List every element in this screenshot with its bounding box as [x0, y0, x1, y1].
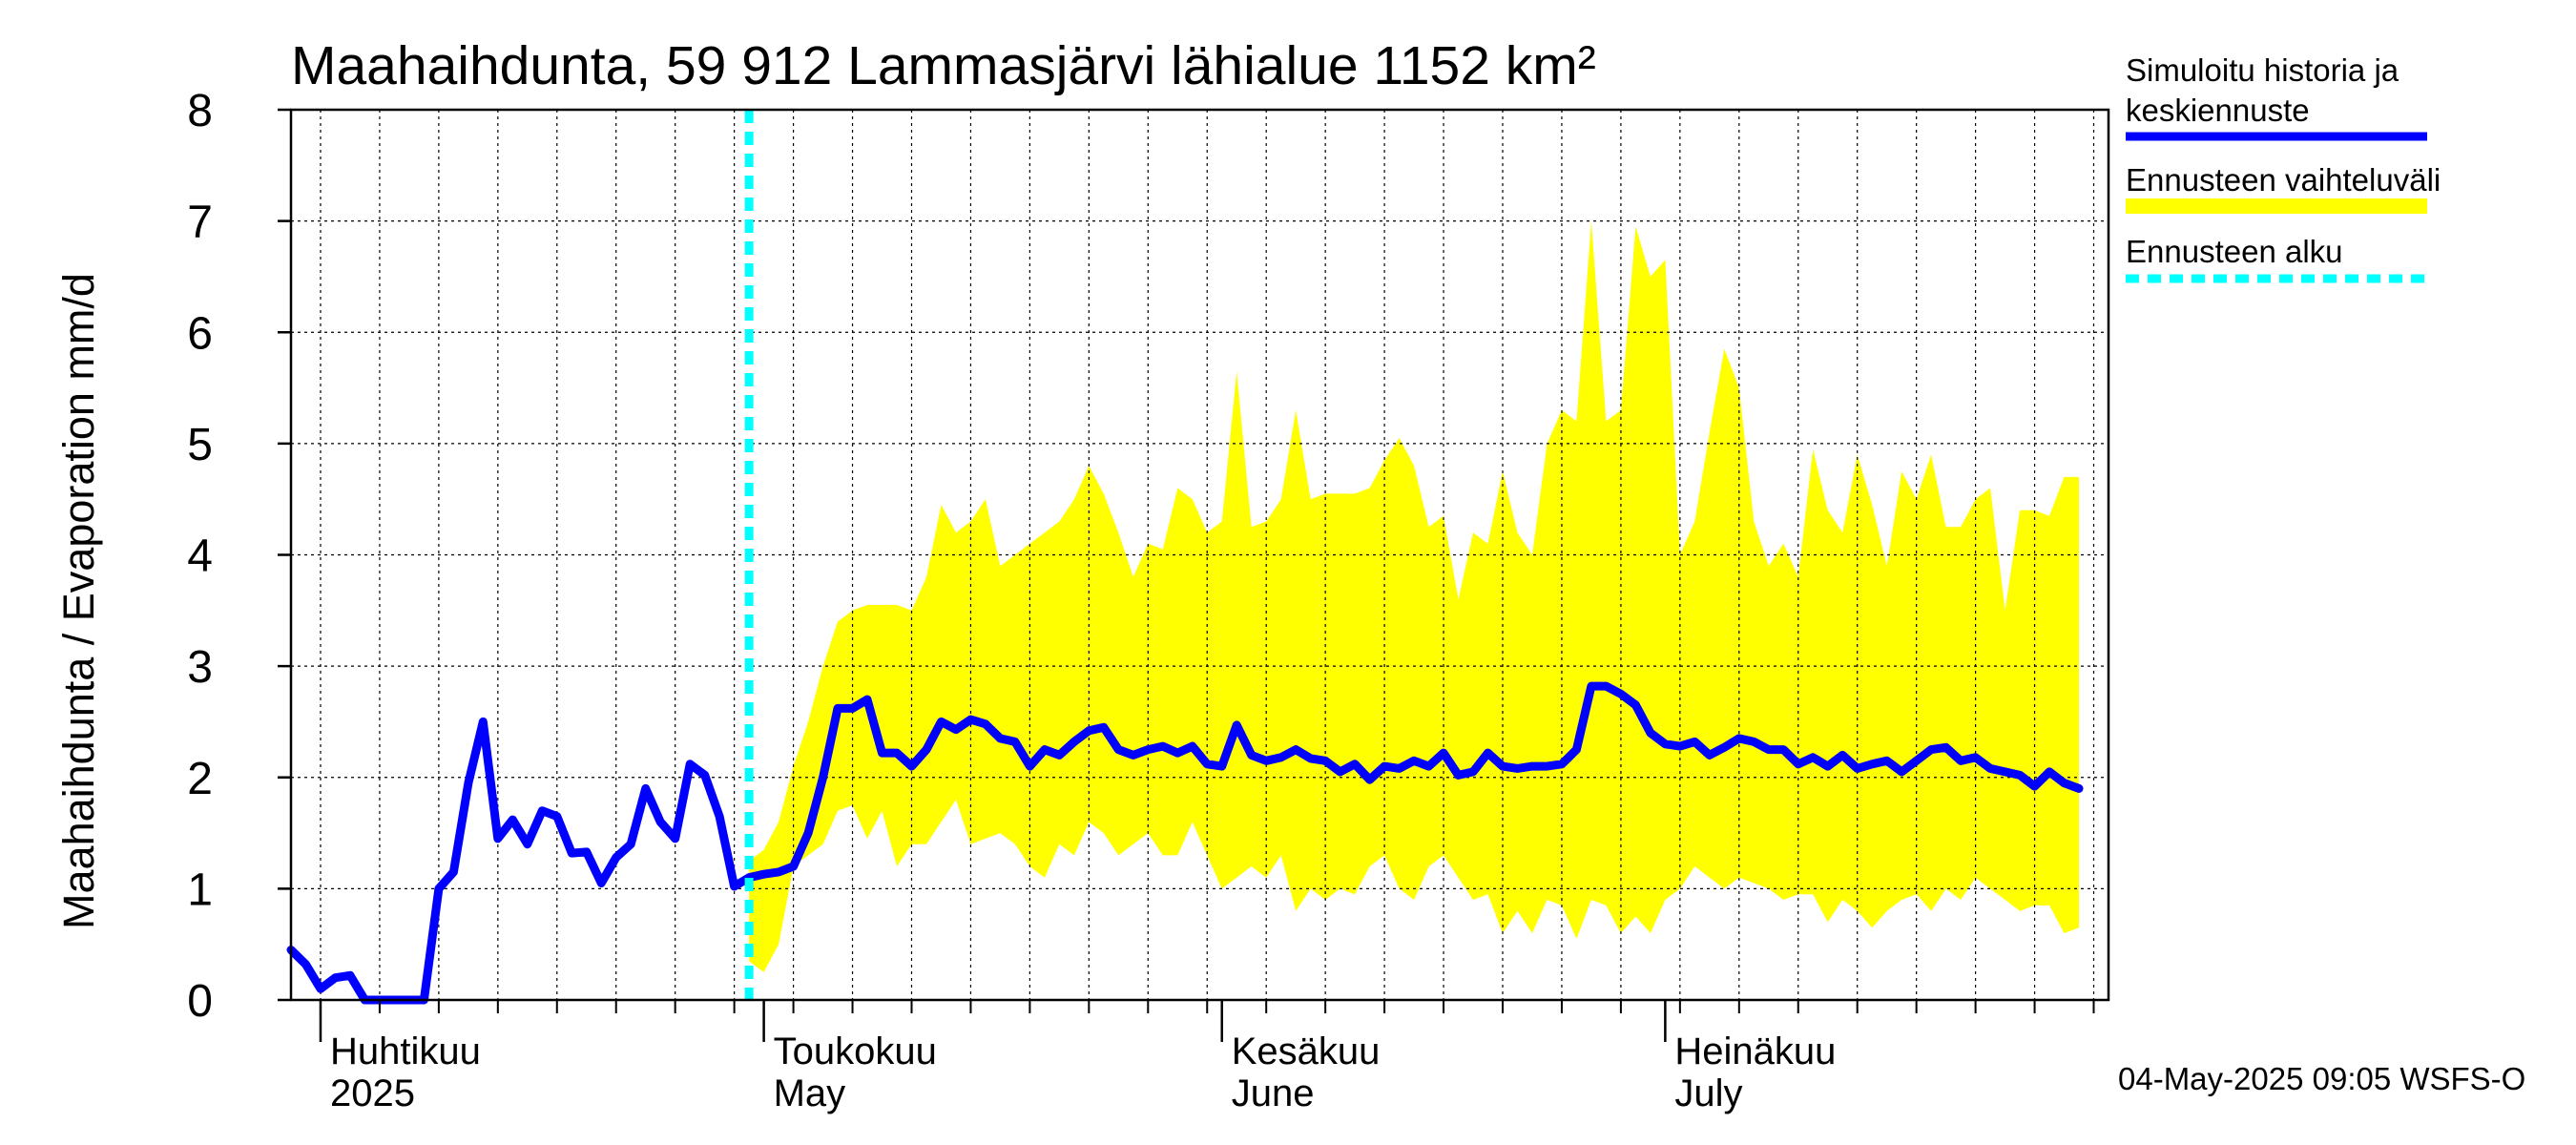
forecast-range-layer — [749, 220, 2079, 972]
month-sublabel: May — [774, 1072, 846, 1114]
month-sublabel: July — [1674, 1072, 1742, 1114]
month-label: Toukokuu — [774, 1030, 937, 1072]
legend-start-label: Ennusteen alku — [2126, 234, 2343, 269]
month-label: Huhtikuu — [330, 1030, 481, 1072]
history-forecast-line — [286, 681, 2084, 1005]
y-tick-label: 4 — [187, 531, 213, 582]
y-tick-label: 1 — [187, 864, 213, 915]
month-label: Heinäkuu — [1674, 1030, 1836, 1072]
month-label: Kesäkuu — [1232, 1030, 1381, 1072]
month-sublabel: 2025 — [330, 1072, 415, 1114]
history-line-layer — [286, 110, 2084, 1005]
y-tick-label: 2 — [187, 754, 213, 804]
month-sublabel: June — [1232, 1072, 1315, 1114]
legend-history-label-2: keskiennuste — [2126, 93, 2310, 128]
y-tick-label: 3 — [187, 642, 213, 693]
legend: Simuloitu historia ja keskiennuste Ennus… — [2126, 52, 2441, 283]
y-axis-label: Maahaihdunta / Evaporation mm/d — [54, 273, 103, 929]
plot-area — [286, 108, 2110, 1005]
y-tick-label: 5 — [187, 420, 213, 470]
chart-title: Maahaihdunta, 59 912 Lammasjärvi lähialu… — [291, 35, 1596, 96]
timestamp-footer: 04-May-2025 09:05 WSFS-O — [2118, 1061, 2525, 1096]
y-axis: 0 1 2 3 4 5 6 7 8 — [187, 86, 291, 1027]
legend-history-label-1: Simuloitu historia ja — [2126, 52, 2399, 88]
grid-layer — [291, 110, 2109, 1000]
y-tick-label: 7 — [187, 198, 213, 248]
y-tick-label: 8 — [187, 86, 213, 136]
forecast-range-band — [749, 220, 2079, 972]
y-tick-label: 0 — [187, 976, 213, 1027]
y-tick-label: 6 — [187, 308, 213, 359]
legend-range-label: Ennusteen vaihteluväli — [2126, 162, 2441, 198]
